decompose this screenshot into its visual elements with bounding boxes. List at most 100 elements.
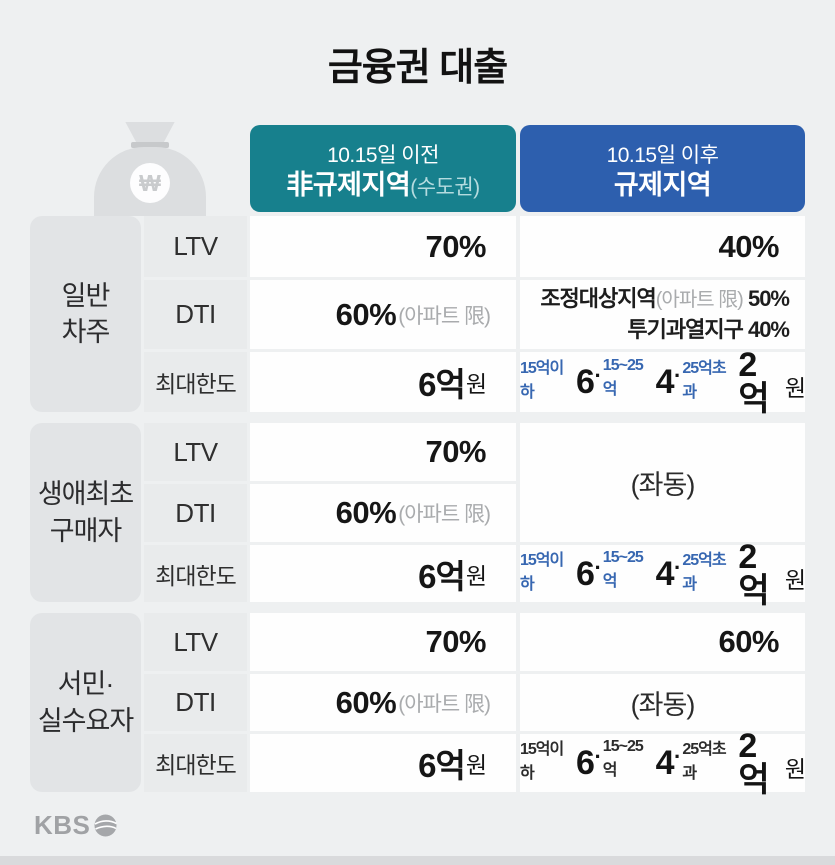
- group2-label-line2: 구매자: [49, 515, 123, 546]
- g3-max-dot1: ·: [594, 744, 602, 769]
- money-bag-band: [131, 142, 169, 148]
- g3-ltv-before-cell: 70%: [250, 613, 516, 671]
- g2-dti-before-value: 60%: [335, 495, 397, 530]
- g1-dti-after-line1-value: 50%: [742, 285, 790, 311]
- g2-max-tier2-value: 4: [655, 554, 675, 593]
- header-before-region-note: (수도권): [410, 175, 480, 199]
- g1-ltv-before-value: 70%: [425, 228, 486, 264]
- g1-max-before-value: 6억: [418, 366, 466, 403]
- g2-max-tier1-value: 6: [576, 554, 595, 593]
- header-before-period: 10.15일 이전: [327, 143, 439, 167]
- page-title: 금융권 대출: [327, 47, 508, 89]
- g3-dti-before-cell: 60% (아파트 限): [250, 674, 516, 731]
- g2-max-dot1: ·: [594, 554, 602, 580]
- g1-dti-after-line1: 조정대상지역(아파트 限) 50%: [540, 284, 790, 315]
- g3-max-tier1-label: 15억이하: [520, 741, 564, 782]
- g3-max-before-cell: 6억 원: [250, 734, 516, 792]
- g3-max-dot2: ·: [674, 744, 682, 769]
- g3-row-label-max: 최대한도: [144, 734, 247, 792]
- g3-max-after-unit: 원: [784, 756, 806, 782]
- g1-dti-after-cell: 조정대상지역(아파트 限) 50% 투기과열지구 40%: [520, 280, 805, 349]
- g1-ltv-after-cell: 40%: [520, 216, 805, 277]
- g2-max-tier3-value: 2억: [738, 537, 769, 610]
- g1-max-tier3-label: 25억초과: [682, 360, 726, 401]
- g2-max-after-cell: 15억이하 6 · 15~25억 4 · 25억초과 2억 원: [520, 540, 806, 608]
- header-before-region: 非규제지역(수도권): [286, 169, 480, 200]
- g1-max-tier1-value: 6: [576, 363, 595, 401]
- g3-max-before-unit: 원: [465, 752, 487, 778]
- g1-max-dot2: ·: [674, 363, 682, 388]
- g1-row-label-dti: DTI: [144, 280, 247, 349]
- g2-dti-before-note: (아파트 限): [398, 503, 491, 526]
- g2-max-tier3-label: 25억초과: [682, 551, 726, 593]
- globe-icon: [94, 814, 118, 837]
- g1-dti-before-note: (아파트 限): [398, 304, 491, 328]
- header-after-region: 규제지역: [613, 169, 712, 200]
- group2-label-line1: 생애최초: [37, 479, 134, 510]
- g3-dti-before-value: 60%: [335, 684, 397, 720]
- group-label-general-borrower: 일반 차주: [30, 216, 141, 412]
- g2-max-tier2-label: 15~25억: [602, 548, 644, 590]
- g3-row-label-dti: DTI: [144, 674, 247, 731]
- g2-ltv-before-cell: 70%: [250, 423, 516, 481]
- g1-max-tier2-value: 4: [655, 363, 675, 401]
- g1-dti-after-line1-label: 조정대상지역: [540, 285, 656, 311]
- g2-max-before-unit: 원: [465, 562, 487, 589]
- g2-dti-before-cell: 60% (아파트 限): [250, 484, 516, 542]
- g3-max-tier3-value: 2억: [738, 727, 769, 799]
- g2-row-label-dti: DTI: [144, 484, 247, 542]
- g3-max-tier3-label: 25억초과: [682, 741, 726, 782]
- kbs-logo: KBS: [34, 810, 118, 841]
- g3-max-tier1-value: 6: [576, 744, 595, 782]
- g3-ltv-after-cell: 60%: [520, 613, 805, 671]
- g3-max-tier2-value: 4: [655, 744, 675, 782]
- g2-max-dot2: ·: [674, 554, 682, 580]
- g1-max-dot1: ·: [594, 363, 602, 388]
- g1-dti-before-value: 60%: [335, 296, 397, 332]
- group-label-first-time-buyer: 생애최초 구매자: [30, 423, 141, 602]
- won-symbol-icon: ₩: [130, 163, 170, 203]
- group-label-low-income-end-user: 서민· 실수요자: [30, 613, 141, 792]
- g1-max-before-cell: 6억 원: [250, 352, 516, 412]
- header-after-regulation: 10.15일 이후 규제지역: [520, 125, 805, 212]
- g3-ltv-before-value: 70%: [425, 624, 486, 659]
- header-after-period: 10.15일 이후: [606, 143, 719, 167]
- group1-label-line1: 일반: [61, 280, 111, 311]
- g2-ltv-before-value: 70%: [425, 434, 486, 469]
- g3-dti-after-cell: (좌동): [520, 674, 805, 731]
- g2-row-label-max: 최대한도: [144, 545, 247, 602]
- g2-max-tier1-label: 15억이하: [520, 551, 564, 593]
- g3-dti-before-note: (아파트 限): [398, 692, 491, 716]
- g1-max-after-unit: 원: [784, 375, 806, 401]
- bottom-band: [0, 856, 835, 865]
- g1-dti-after-line2: 투기과열지구 40%: [627, 316, 790, 342]
- g3-max-tier2-label: 15~25억: [602, 738, 644, 779]
- group3-label-line1: 서민·: [57, 669, 115, 700]
- g1-max-tier1-label: 15억이하: [520, 360, 564, 401]
- g1-max-tier2-label: 15~25억: [602, 357, 644, 398]
- g3-row-label-ltv: LTV: [144, 613, 247, 671]
- g2-merged-after-value: (좌동): [630, 470, 696, 500]
- kbs-logo-text: KBS: [34, 810, 91, 840]
- g1-max-tier3-value: 2억: [738, 346, 769, 418]
- group3-label-line2: 실수요자: [37, 705, 134, 736]
- header-before-region-bold: 非규제지역: [286, 169, 411, 200]
- g1-ltv-after-value: 40%: [718, 228, 779, 264]
- g3-max-after-cell: 15억이하 6 · 15~25억 4 · 25억초과 2억 원: [520, 729, 806, 797]
- g1-ltv-before-cell: 70%: [250, 216, 516, 277]
- g2-max-after-unit: 원: [784, 566, 806, 593]
- g1-dti-before-cell: 60% (아파트 限): [250, 280, 516, 349]
- header-before-regulation: 10.15일 이전 非규제지역(수도권): [250, 125, 516, 212]
- g3-dti-after-value: (좌동): [630, 690, 696, 720]
- group1-label-line2: 차주: [61, 317, 111, 347]
- g2-max-before-value: 6억: [418, 557, 466, 595]
- g2-row-label-ltv: LTV: [144, 423, 247, 481]
- g1-row-label-max: 최대한도: [144, 352, 247, 412]
- g3-ltv-after-value: 60%: [718, 624, 779, 659]
- g1-max-before-unit: 원: [465, 371, 487, 397]
- money-bag-flap: [125, 122, 175, 143]
- g2-merged-after-cell: (좌동): [520, 423, 805, 542]
- g1-dti-after-line1-note: (아파트 限): [655, 288, 744, 311]
- g1-dti-after-lines: 조정대상지역(아파트 限) 50% 투기과열지구 40%: [540, 284, 790, 346]
